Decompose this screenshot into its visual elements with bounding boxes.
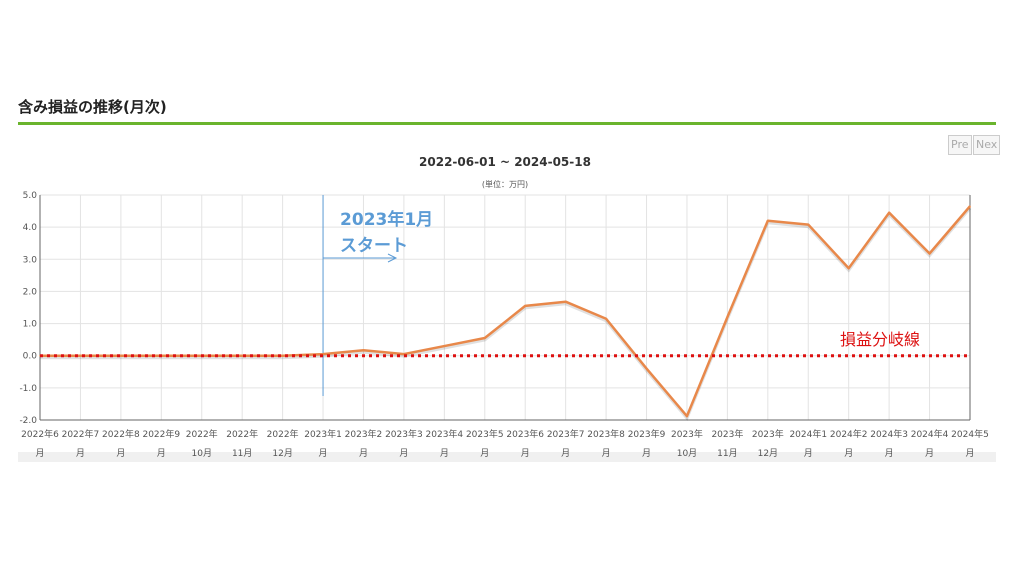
data-point bbox=[443, 345, 446, 347]
section-title: 含み損益の推移(月次) bbox=[18, 98, 167, 116]
x-tick-label: 月 bbox=[602, 448, 611, 459]
x-tick-label: 2022年7 bbox=[62, 428, 100, 440]
x-tick-label: 月 bbox=[319, 448, 328, 459]
x-tick-label: 2023年4 bbox=[426, 428, 464, 440]
x-tick-label: 2023年7 bbox=[547, 428, 585, 440]
data-point bbox=[645, 367, 648, 370]
x-tick-label: 10月 bbox=[192, 448, 212, 459]
y-tick-label: 3.0 bbox=[23, 255, 38, 265]
data-point bbox=[928, 252, 931, 255]
data-point bbox=[807, 223, 810, 226]
breakeven-label: 損益分岐線 bbox=[840, 330, 920, 349]
x-tick-label: 月 bbox=[885, 448, 894, 459]
x-tick-label: 11月 bbox=[717, 448, 737, 459]
x-tick-label: 10月 bbox=[677, 448, 697, 459]
x-tick-label: 2023年 bbox=[671, 428, 703, 440]
x-tick-label: 月 bbox=[561, 448, 570, 459]
x-tick-label: 11月 bbox=[232, 448, 252, 459]
data-point bbox=[686, 415, 688, 417]
x-tick-label: 2024年1 bbox=[789, 428, 827, 440]
x-tick-label: 月 bbox=[965, 448, 974, 459]
y-tick-label: 0.0 bbox=[23, 352, 38, 362]
x-tick-label: 月 bbox=[35, 448, 44, 459]
x-tick-label: 2022年 bbox=[186, 428, 218, 440]
prev-button[interactable]: Pre bbox=[948, 135, 972, 155]
x-tick-label: 2023年1 bbox=[304, 428, 342, 440]
x-tick-label: 2024年3 bbox=[870, 428, 908, 440]
x-tick-label: 2023年2 bbox=[345, 428, 383, 440]
x-tick-label: 2023年8 bbox=[587, 428, 625, 440]
y-tick-label: 5.0 bbox=[23, 191, 38, 201]
x-tick-label: 月 bbox=[844, 448, 853, 459]
x-tick-label: 2022年 bbox=[267, 428, 299, 440]
x-tick-label: 2023年3 bbox=[385, 428, 423, 440]
data-point bbox=[241, 354, 243, 357]
x-tick-label: 月 bbox=[480, 448, 489, 459]
data-point bbox=[969, 205, 971, 208]
x-tick-label: 2023年6 bbox=[506, 428, 544, 440]
x-tick-label: 2024年5 bbox=[951, 428, 989, 440]
x-tick-label: 月 bbox=[399, 448, 408, 459]
data-point bbox=[362, 349, 365, 352]
x-tick-label: 12月 bbox=[272, 448, 292, 459]
data-point bbox=[888, 211, 890, 214]
y-tick-label: 4.0 bbox=[23, 223, 38, 233]
y-tick-label: 2.0 bbox=[23, 287, 38, 297]
x-tick-label: 12月 bbox=[758, 448, 778, 459]
x-tick-label: 月 bbox=[116, 448, 125, 459]
start-arrow-head bbox=[387, 253, 398, 263]
series-line-shadow bbox=[40, 207, 972, 421]
chart-unit-label: (単位：万円) bbox=[481, 180, 529, 189]
x-tick-label: 2022年 bbox=[226, 428, 258, 440]
y-tick-label: -2.0 bbox=[19, 416, 37, 426]
data-point bbox=[726, 316, 729, 318]
data-point bbox=[483, 337, 486, 339]
x-tick-label: 月 bbox=[925, 448, 934, 459]
x-tick-label: 2022年8 bbox=[102, 428, 140, 440]
y-tick-label: -1.0 bbox=[19, 384, 37, 394]
section-divider bbox=[18, 122, 996, 125]
data-point bbox=[281, 354, 284, 357]
x-tick-label: 月 bbox=[521, 448, 530, 459]
x-tick-label: 月 bbox=[157, 448, 166, 459]
data-point bbox=[564, 300, 567, 303]
x-tick-label: 2023年5 bbox=[466, 428, 504, 440]
data-point bbox=[524, 305, 527, 307]
next-button[interactable]: Nex bbox=[973, 135, 1001, 155]
x-tick-label: 2024年4 bbox=[911, 428, 949, 440]
plot-area bbox=[40, 195, 970, 420]
x-tick-label: 2023年9 bbox=[628, 428, 666, 440]
data-point bbox=[847, 267, 850, 270]
x-tick-label: 月 bbox=[804, 448, 813, 459]
data-point bbox=[767, 219, 769, 222]
chart-footer-band bbox=[18, 452, 996, 462]
chart-title: 2022-06-01 ~ 2024-05-18 bbox=[419, 155, 591, 169]
data-point bbox=[120, 354, 122, 357]
start-annotation-line2: スタート bbox=[340, 236, 408, 256]
x-tick-label: 2024年2 bbox=[830, 428, 868, 440]
x-tick-label: 2023年 bbox=[711, 428, 743, 440]
x-tick-label: 2023年 bbox=[752, 428, 784, 440]
x-tick-label: 月 bbox=[359, 448, 368, 459]
x-tick-label: 月 bbox=[440, 448, 449, 459]
y-tick-label: 1.0 bbox=[23, 320, 38, 330]
x-tick-label: 2022年6 bbox=[21, 428, 59, 440]
data-point bbox=[605, 317, 607, 320]
start-annotation-line1: 2023年1月 bbox=[340, 209, 433, 230]
x-tick-label: 2022年9 bbox=[142, 428, 180, 440]
data-point bbox=[79, 354, 82, 357]
x-tick-label: 月 bbox=[76, 448, 85, 459]
x-tick-label: 月 bbox=[642, 448, 651, 459]
